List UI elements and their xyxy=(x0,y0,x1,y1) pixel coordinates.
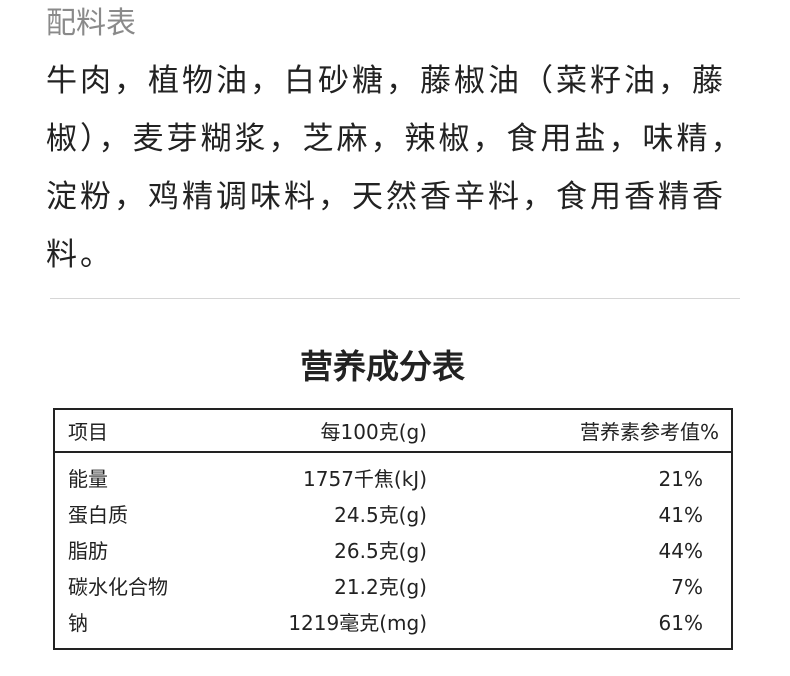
nutrition-table: 项目 每100克(g) 营养素参考值% 能量 1757千焦(kJ) 21% 蛋白质 24… xyxy=(53,408,733,650)
nrv-percent: 61% xyxy=(658,611,703,635)
ingredients-title: 配料表 xyxy=(46,6,136,41)
nutrient-name: 钠 xyxy=(68,611,88,635)
amount-per-100g: 1219毫克(mg) xyxy=(288,611,427,635)
table-header: 项目 每100克(g) 营养素参考值% xyxy=(55,410,731,453)
table-row: 脂肪 26.5克(g) 44% xyxy=(55,539,731,575)
ingredients-list: 牛肉，植物油，白砂糖，藤椒油（菜籽油，藤 椒），麦芽糊浆，芝麻，辣椒，食用盐，味… xyxy=(46,52,786,284)
header-item: 项目 xyxy=(68,420,108,444)
table-row: 钠 1219毫克(mg) 61% xyxy=(55,611,731,647)
nutrient-name: 脂肪 xyxy=(68,539,108,563)
divider xyxy=(50,298,740,299)
amount-per-100g: 21.2克(g) xyxy=(334,575,427,599)
nutrient-name: 蛋白质 xyxy=(68,503,128,527)
nutrition-title: 营养成分表 xyxy=(300,347,465,386)
amount-per-100g: 24.5克(g) xyxy=(334,503,427,527)
ingredients-line: 料。 xyxy=(46,237,114,273)
ingredients-line: 淀粉，鸡精调味料，天然香辛料，食用香精香 xyxy=(46,179,726,215)
ingredients-line: 牛肉，植物油，白砂糖，藤椒油（菜籽油，藤 xyxy=(46,63,726,99)
table-row: 蛋白质 24.5克(g) 41% xyxy=(55,503,731,539)
ingredients-line: 椒），麦芽糊浆，芝麻，辣椒，食用盐，味精， xyxy=(46,121,745,157)
nrv-percent: 41% xyxy=(658,503,703,527)
nutrient-name: 碳水化合物 xyxy=(68,575,168,599)
amount-per-100g: 26.5克(g) xyxy=(334,539,427,563)
table-row: 碳水化合物 21.2克(g) 7% xyxy=(55,575,731,611)
nrv-percent: 7% xyxy=(671,575,703,599)
header-per-100g: 每100克(g) xyxy=(320,420,427,444)
nrv-percent: 21% xyxy=(658,467,703,491)
nutrient-name: 能量 xyxy=(68,467,108,491)
amount-per-100g: 1757千焦(kJ) xyxy=(303,467,427,491)
nrv-percent: 44% xyxy=(658,539,703,563)
header-nrv: 营养素参考值% xyxy=(579,420,719,444)
table-row: 能量 1757千焦(kJ) 21% xyxy=(55,467,731,503)
